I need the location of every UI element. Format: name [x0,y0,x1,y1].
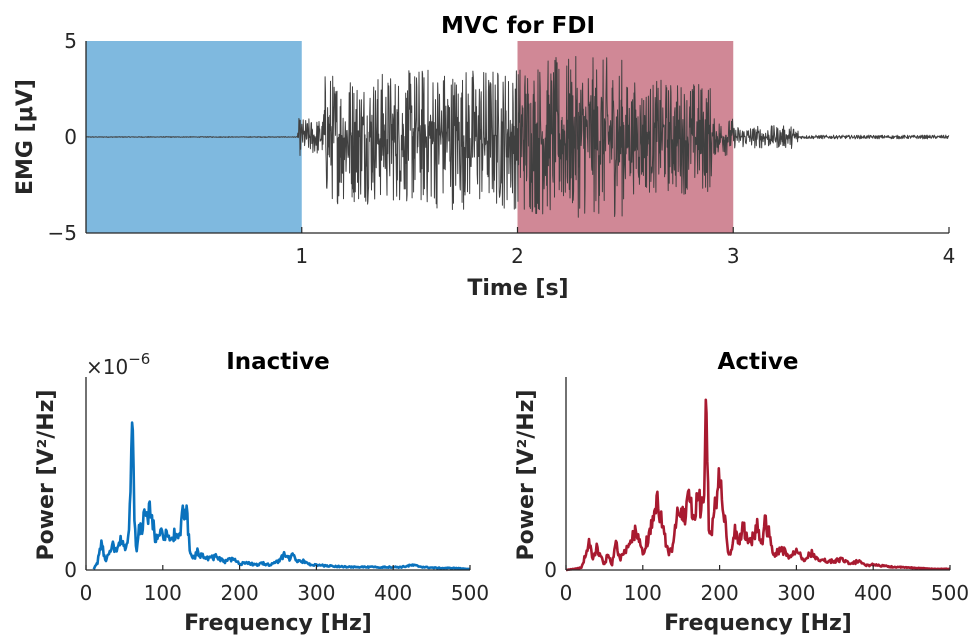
chart-title: Active [718,349,799,375]
x-tick-label: 200 [221,581,259,605]
y-tick-label: 0 [64,558,77,582]
x-tick-label: 400 [854,581,892,605]
y-tick-label: −5 [48,221,77,245]
chart-title: Inactive [226,349,330,375]
inactive-spectrum-line [92,421,471,571]
x-tick-label: 500 [931,581,969,605]
x-tick-label: 4 [943,244,956,268]
x-tick-label: 500 [451,581,489,605]
x-tick-label: 400 [374,581,412,605]
x-tick-label: 1 [295,244,308,268]
y-axis-label: EMG [μV] [13,79,38,195]
y-axis-label: Power [V²/Hz] [514,389,539,560]
x-tick-label: 100 [624,581,662,605]
x-axis-label: Frequency [Hz] [184,611,372,636]
y-tick-label: 0 [64,125,77,149]
y-tick-label: 0 [544,558,557,582]
y-tick-label: 5 [64,29,77,53]
x-axis-label: Frequency [Hz] [664,611,852,636]
x-axis-label: Time [s] [467,276,568,301]
x-tick-label: 0 [80,581,93,605]
active-spectrum-line [565,398,951,572]
x-tick-label: 3 [727,244,740,268]
y-scale-multiplier: ×10−6 [86,350,150,379]
x-tick-label: 300 [297,581,335,605]
y-axis-label: Power [V²/Hz] [34,389,59,560]
x-tick-label: 100 [144,581,182,605]
emg-time-chart: 1 2 3 4 5 0 −5 MVC for FDI Time [s] EMG [μV] [13,13,955,301]
x-tick-label: 300 [777,581,815,605]
x-tick-label: 2 [511,244,524,268]
active-spectrum-chart: 0 100 200 300 400 500 0 Active Frequency [Hz]… [514,349,969,636]
scale-exponent: −6 [128,350,150,368]
x-tick-label: 200 [701,581,739,605]
inactive-spectrum-chart: 0 100 200 300 400 500 0 Inactive Frequency [H… [34,349,489,636]
emg-signal-line [85,56,950,218]
scale-base: ×10 [86,355,128,379]
chart-title: MVC for FDI [441,13,595,39]
x-tick-label: 0 [560,581,573,605]
